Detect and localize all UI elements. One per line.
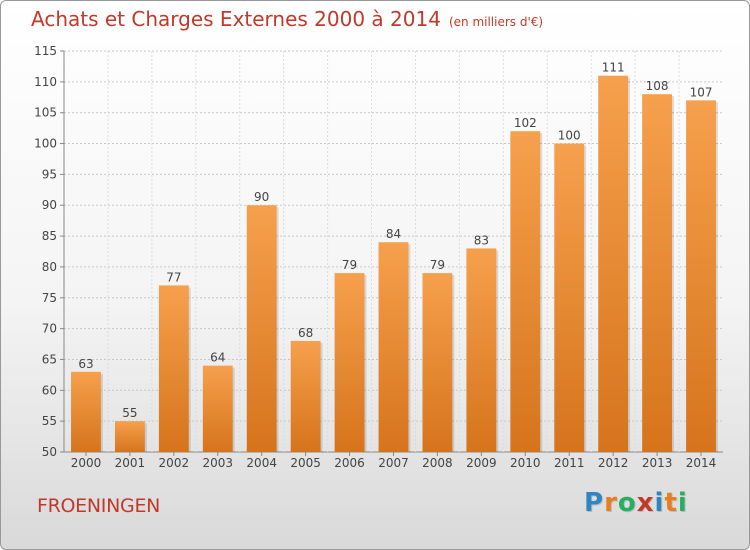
bar-value-label: 100 — [558, 129, 581, 143]
y-tick-label: 80 — [42, 260, 57, 274]
x-tick-label: 2005 — [290, 456, 321, 470]
bar-value-label: 90 — [254, 190, 269, 204]
chart-subtitle: (en milliers d'€) — [448, 15, 544, 29]
bar-value-label: 63 — [78, 357, 93, 371]
bar-value-label: 55 — [122, 406, 137, 420]
bar-value-label: 77 — [166, 270, 181, 284]
x-tick-label: 2001 — [115, 456, 146, 470]
labels-layer: 50 55 60 65 70 75 80 85 90 95 100 105 110 115 63 2000 55… — [34, 44, 716, 470]
y-tick-label: 75 — [42, 291, 57, 305]
x-tick-label: 2008 — [422, 456, 453, 470]
x-tick-label: 2006 — [334, 456, 365, 470]
y-tick-label: 60 — [42, 383, 57, 397]
y-tick-label: 65 — [42, 352, 57, 366]
bar-value-label: 79 — [342, 258, 357, 272]
chart-title: Achats et Charges Externes 2000 à 2014 — [31, 7, 441, 31]
bar-2005 — [290, 340, 321, 452]
logo-letter: P — [584, 488, 605, 518]
commune-name: FROENINGEN — [37, 495, 161, 517]
bar-2011 — [554, 143, 585, 453]
y-tick-label: 95 — [42, 167, 57, 181]
x-tick-label: 2007 — [378, 456, 409, 470]
bar-2008 — [422, 273, 453, 452]
proxiti-logo: Proxiti — [584, 488, 688, 518]
x-tick-label: 2010 — [510, 456, 541, 470]
bar-value-label: 79 — [430, 258, 445, 272]
x-tick-label: 2014 — [686, 456, 717, 470]
bar-value-label: 102 — [514, 116, 537, 130]
y-tick-label: 100 — [34, 137, 57, 151]
y-tick-label: 110 — [34, 75, 57, 89]
y-tick-label: 55 — [42, 414, 57, 428]
logo-letter: i — [654, 488, 665, 518]
x-tick-label: 2011 — [554, 456, 585, 470]
bars-layer — [71, 75, 718, 453]
x-tick-label: 2013 — [642, 456, 673, 470]
logo-letter: x — [636, 488, 655, 518]
bar-2009 — [466, 248, 497, 452]
bar-2013 — [642, 94, 673, 452]
bar-2001 — [114, 421, 145, 452]
x-tick-label: 2003 — [202, 456, 233, 470]
x-tick-label: 2012 — [598, 456, 629, 470]
y-tick-label: 105 — [34, 106, 57, 120]
bar-2007 — [378, 242, 409, 452]
title-line: Achats et Charges Externes 2000 à 2014 (e… — [31, 7, 543, 31]
bar-value-label: 68 — [298, 326, 313, 340]
bar-2003 — [202, 365, 233, 452]
y-tick-label: 70 — [42, 322, 57, 336]
bar-2000 — [71, 371, 101, 452]
y-tick-label: 115 — [34, 44, 57, 58]
bar-value-label: 111 — [602, 61, 625, 75]
bar-2012 — [598, 75, 629, 452]
bar-value-label: 107 — [690, 85, 713, 99]
bar-2004 — [246, 205, 277, 452]
x-tick-label: 2004 — [246, 456, 277, 470]
bar-2002 — [158, 285, 189, 452]
bar-value-label: 64 — [210, 351, 225, 365]
bar-2006 — [334, 273, 365, 452]
bar-2010 — [510, 131, 541, 452]
bar-value-label: 83 — [474, 233, 489, 247]
x-tick-label: 2009 — [466, 456, 497, 470]
bar-2014 — [686, 100, 716, 452]
x-tick-label: 2002 — [159, 456, 190, 470]
bar-value-label: 108 — [646, 79, 669, 93]
y-tick-label: 50 — [42, 445, 57, 459]
x-tick-label: 2000 — [71, 456, 102, 470]
logo-letter: i — [677, 488, 688, 518]
logo-letter: t — [664, 488, 678, 518]
y-tick-label: 90 — [42, 198, 57, 212]
logo-letter: r — [604, 488, 618, 518]
y-tick-label: 85 — [42, 229, 57, 243]
bar-value-label: 84 — [386, 227, 401, 241]
logo-letter: o — [617, 488, 637, 518]
